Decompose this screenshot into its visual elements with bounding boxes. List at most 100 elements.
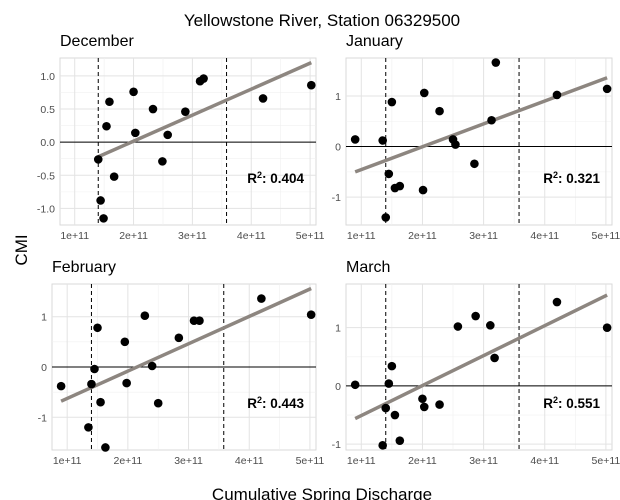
january-data-point [381,213,391,222]
december-x-tick-label: 4e+11 [237,230,266,242]
march-data-point [419,402,429,412]
march-data-point [486,321,495,330]
december-data-point [258,94,268,103]
february-panel-title: February [52,259,116,276]
december-panel-title: December [60,33,134,50]
january-panel-title: January [346,33,403,50]
february-data-point [90,364,99,374]
january-data-point [451,140,460,149]
february-x-tick-label: 4e+11 [235,455,264,467]
january-y-tick-label: 1 [335,91,341,103]
february-x-tick-label: 3e+11 [174,455,203,467]
march-data-point [435,400,444,409]
january-data-point [350,135,360,144]
december-x-tick-label: 1e+11 [60,230,89,242]
january-x-tick-label: 5e+11 [592,230,620,242]
december-x-tick-label: 2e+11 [119,230,148,242]
december-y-tick-label: 1.0 [40,71,55,83]
march-data-point [381,403,391,413]
december-y-tick-label: -0.5 [37,170,55,182]
february-data-point [56,381,66,391]
february-data-point [153,398,163,408]
december-data-point [129,87,138,97]
december-data-point [181,107,190,116]
december-data-point [158,157,167,166]
january-data-point [419,88,429,98]
december-data-point [306,80,316,90]
january-r2-annotation: R2: 0.321 [543,170,600,186]
december-y-tick-label: -1.0 [37,203,55,215]
february-data-point [84,423,93,432]
panels-group: 1e+11 2e+11 3e+11 4e+11 5e+11 -1.0 -0.5 0.0 0.5 1… [37,33,620,467]
february-x-tick-label: 1e+11 [53,455,82,467]
march-y-tick-label: 1 [335,323,341,335]
january-data-point [491,58,501,67]
december-data-point [96,196,105,205]
december-data-point [109,172,119,181]
march-y-tick-label: -1 [332,439,341,451]
january-data-point [602,84,612,94]
march-data-point [395,436,405,445]
january-y-tick-label: 0 [335,142,341,154]
december-data-point [99,214,108,223]
february-data-point [195,316,204,326]
march-data-point [552,297,562,307]
january-x-tick-label: 1e+11 [347,230,376,242]
january-data-point [435,106,444,116]
december-x-tick-label: 3e+11 [178,230,207,242]
march-panel-title: March [346,259,390,276]
december-y-tick-label: 0.5 [40,104,55,116]
january-data-point [487,115,496,125]
march-fit-line [354,293,608,421]
panel-march: 1e+11 2e+11 3e+11 4e+11 5e+11 -1 0 1 March R2: 0.… [332,259,620,467]
january-x-tick-label: 2e+11 [408,230,437,242]
january-data-point [378,136,387,145]
march-data-point [471,311,480,321]
december-data-point [199,74,208,83]
december-data-point [93,155,103,164]
march-x-tick-label: 5e+11 [592,455,620,467]
february-data-point [147,361,157,371]
january-x-tick-label: 4e+11 [530,230,559,242]
february-data-point [122,378,131,388]
december-data-point [102,121,111,131]
march-x-tick-label: 2e+11 [408,455,437,467]
march-x-tick-label: 4e+11 [530,455,559,467]
march-data-point [602,323,612,332]
december-x-tick-label: 5e+11 [296,230,325,242]
december-r2-annotation: R2: 0.404 [247,170,304,186]
panel-january: 1e+11 2e+11 3e+11 4e+11 5e+11 -1 0 1 January R2: … [332,33,620,242]
february-data-point [87,379,96,389]
march-data-point [453,322,463,331]
february-x-tick-label: 2e+11 [114,455,143,467]
march-data-point [384,379,394,388]
march-x-tick-label: 1e+11 [347,455,376,467]
figure-title: Yellowstone River, Station 06329500 [184,11,460,30]
february-data-point [101,443,110,452]
march-data-point [418,394,427,404]
february-r2-annotation: R2: 0.443 [247,395,304,411]
february-data-point [257,294,266,303]
february-fit-line [60,286,312,403]
february-data-point [120,337,130,347]
january-data-point [384,169,394,179]
december-y-tick-label: 0.0 [40,137,55,149]
february-data-point [174,333,184,343]
february-data-point [96,397,105,407]
january-fit-line [354,76,608,174]
march-y-tick-label: 0 [335,381,341,393]
december-data-point [131,128,140,138]
february-y-tick-label: -1 [38,412,47,424]
january-data-point [552,90,562,100]
y-axis-title: CMI [12,234,31,265]
february-data-point [306,310,316,319]
march-data-point [350,380,360,390]
december-data-point [105,97,114,107]
february-data-point [140,311,150,320]
january-data-point [418,185,428,195]
january-x-tick-label: 3e+11 [469,230,498,242]
march-data-point [378,441,387,450]
february-data-point [93,323,102,333]
x-axis-title: Cumulative Spring Discharge [212,485,432,500]
